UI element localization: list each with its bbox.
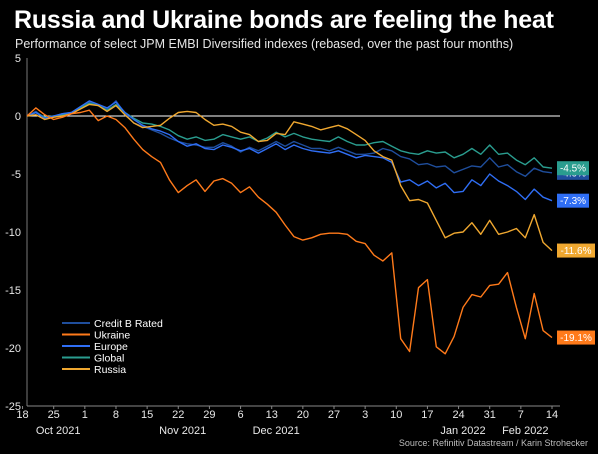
series-line-europe <box>26 100 553 202</box>
legend-label: Russia <box>94 364 126 376</box>
x-month-label: Nov 2021 <box>159 425 206 437</box>
series-line-russia <box>26 103 553 252</box>
x-tick-label: 17 <box>421 409 433 421</box>
legend-label: Credit B Rated <box>94 318 163 330</box>
end-value-badge <box>557 193 589 208</box>
x-tick-label: 27 <box>328 409 340 421</box>
x-tick-label: 24 <box>452 409 464 421</box>
chart-title: Russia and Ukraine bonds are feeling the… <box>14 6 554 34</box>
x-tick-label: 3 <box>362 409 368 421</box>
end-value-label: -19.1% <box>560 333 592 344</box>
x-tick-label: 25 <box>48 409 60 421</box>
source-note: Source: Refinitiv Datastream / Karin Str… <box>398 438 588 448</box>
x-tick-label: 20 <box>297 409 309 421</box>
x-tick-label: 14 <box>546 409 558 421</box>
series-line-ukraine <box>26 107 553 355</box>
end-value-badge <box>557 243 595 258</box>
x-tick-label: 18 <box>16 409 28 421</box>
y-tick-label: 0 <box>15 111 21 123</box>
chart-subtitle: Performance of select JPM EMBI Diversifi… <box>15 37 514 51</box>
legend-label: Europe <box>94 341 128 353</box>
legend-label: Global <box>94 353 124 365</box>
x-tick-label: 13 <box>266 409 278 421</box>
x-tick-label: 29 <box>203 409 215 421</box>
x-month-label: Feb 2022 <box>502 425 548 437</box>
y-tick-label: -20 <box>5 343 21 355</box>
end-value-label: -4.5% <box>560 164 586 175</box>
y-tick-label: -15 <box>5 285 21 297</box>
y-tick-label: -25 <box>5 401 21 413</box>
y-tick-label: -5 <box>11 169 21 181</box>
end-value-badge <box>557 330 595 345</box>
x-month-label: Dec 2021 <box>253 425 300 437</box>
x-tick-label: 31 <box>484 409 496 421</box>
series-line-credit-b-rated <box>26 100 553 177</box>
y-tick-label: 5 <box>15 53 21 65</box>
x-tick-label: 8 <box>113 409 119 421</box>
x-tick-label: 7 <box>518 409 524 421</box>
x-tick-label: 1 <box>82 409 88 421</box>
x-month-label: Jan 2022 <box>440 425 485 437</box>
end-value-label: -11.6% <box>561 246 592 257</box>
y-tick-label: -10 <box>5 227 21 239</box>
legend-label: Ukraine <box>94 330 130 342</box>
x-tick-label: 6 <box>237 409 243 421</box>
x-month-label: Oct 2021 <box>36 425 81 437</box>
end-value-badge <box>557 161 589 176</box>
end-value-label: -7.3% <box>560 196 586 207</box>
series-line-global <box>26 102 553 169</box>
x-tick-label: 15 <box>141 409 153 421</box>
x-tick-label: 10 <box>390 409 402 421</box>
x-tick-label: 22 <box>172 409 184 421</box>
